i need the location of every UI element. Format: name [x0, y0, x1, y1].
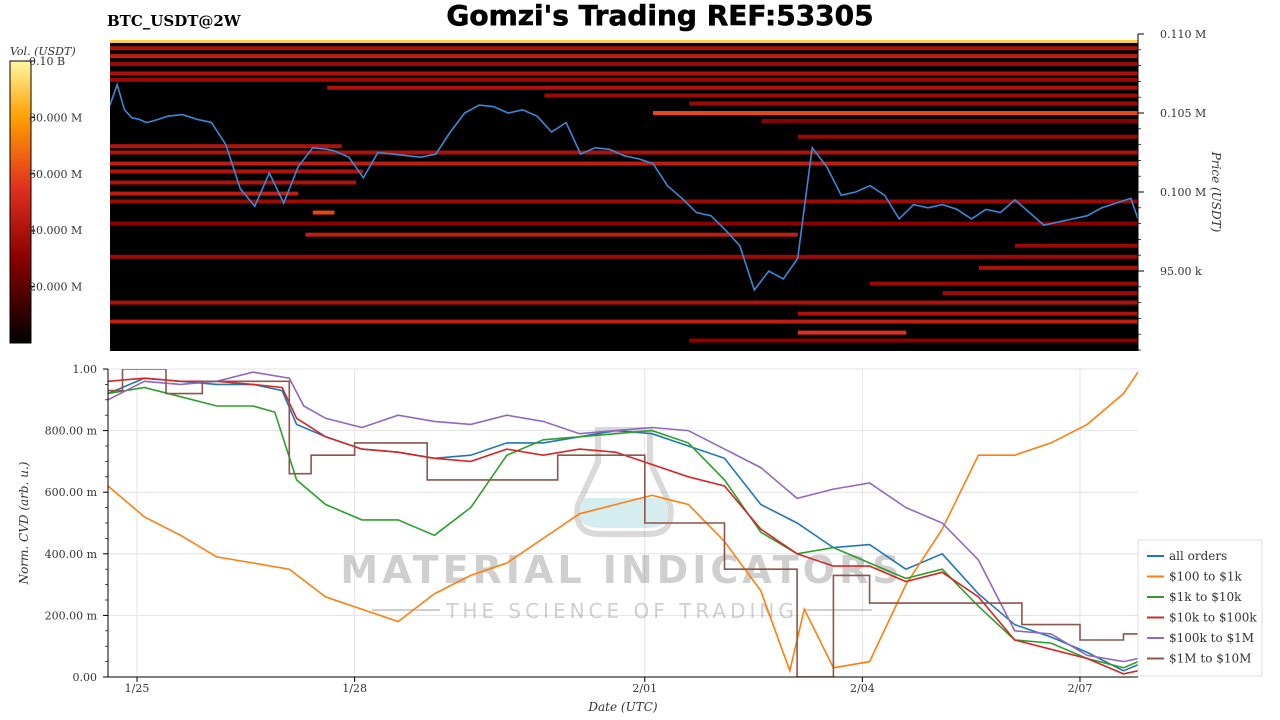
- heatmap-band: [327, 85, 1138, 90]
- heatmap-band: [110, 34, 1138, 38]
- price-tick-label: 0.105 M: [1160, 107, 1206, 120]
- cvd-panel: MATERIAL INDICATORS THE SCIENCE OF TRADI…: [17, 363, 1263, 714]
- heatmap-band: [870, 281, 1138, 286]
- heatmap-band: [942, 291, 1138, 296]
- cvd-x-tick-label: 2/04: [850, 682, 875, 695]
- cvd-series-line: [108, 371, 1138, 663]
- heatmap-band: [689, 101, 1138, 106]
- legend-label: $100k to $1M: [1169, 631, 1254, 645]
- legend-label: all orders: [1169, 549, 1227, 563]
- heatmap-panel: 0.110 M 0.105 M 0.100 M 95.00 k Price (USDT…: [110, 28, 1223, 351]
- heatmap-band: [312, 210, 335, 215]
- cvd-x-tick-label: 2/07: [1068, 682, 1093, 695]
- price-axis-label: Price (USDT): [1209, 151, 1223, 233]
- cvd-x-axis-label: Date (UTC): [587, 700, 657, 714]
- colorbar-ticks: 0.10 B 80.000 M 60.000 M 40.000 M 20.000 M: [29, 55, 82, 294]
- flask-liquid-icon: [579, 498, 669, 528]
- heatmap-band: [797, 330, 907, 335]
- heatmap-band: [797, 311, 1138, 316]
- symbol-label: BTC_USDT@2W: [107, 12, 242, 30]
- cvd-y-axis-label: Norm. CVD (arb. u.): [17, 461, 31, 585]
- cvd-series-line: [108, 377, 1138, 675]
- legend-label: $100 to $1k: [1169, 570, 1242, 584]
- heatmap-band: [110, 191, 299, 196]
- heatmap-band: [110, 77, 1138, 82]
- cvd-x-tick-label: 1/25: [125, 682, 150, 695]
- heatmap-band: [110, 54, 1138, 59]
- price-tick-label: 95.00 k: [1160, 265, 1202, 278]
- heatmap-band: [110, 150, 1138, 155]
- heatmap-band: [110, 180, 357, 185]
- heatmap-band: [305, 232, 798, 237]
- cvd-lines: [108, 369, 1138, 677]
- price-line: [110, 81, 1138, 292]
- heatmap-band: [544, 93, 1138, 98]
- heatmap-band: [1014, 243, 1138, 248]
- heatmap-band: [110, 71, 1138, 76]
- watermark-title: MATERIAL INDICATORS: [340, 548, 903, 592]
- legend: all orders $100 to $1k $1k to $10k $10k to …: [1137, 539, 1263, 677]
- cvd-series-line: [108, 371, 1138, 674]
- cvd-y-tick-label: 200.00 m: [45, 609, 98, 622]
- colorbar-tick-label: 40.000 M: [29, 224, 82, 237]
- flask-icon: [574, 427, 674, 537]
- cvd-y-tick-label: 600.00 m: [45, 486, 98, 499]
- heatmap-band: [110, 62, 1138, 67]
- price-tick-label: 0.100 M: [1160, 186, 1206, 199]
- heatmap-band: [110, 319, 1138, 324]
- legend-items: all orders $100 to $1k $1k to $10k $10k to …: [1147, 549, 1257, 666]
- heatmap-band: [689, 338, 1138, 343]
- heatmap-band: [110, 254, 1138, 259]
- heatmap-band: [110, 199, 1138, 204]
- colorbar-label: Vol. (USDT): [10, 45, 76, 58]
- heatmap-band: [110, 221, 1138, 226]
- watermark: MATERIAL INDICATORS THE SCIENCE OF TRADI…: [340, 427, 903, 623]
- heatmap-band: [978, 265, 1138, 270]
- legend-label: $1k to $10k: [1169, 590, 1242, 604]
- colorbar-tick-label: 20.000 M: [29, 281, 82, 294]
- heatmap-band: [652, 111, 1138, 115]
- cvd-y-tick-label: 400.00 m: [45, 548, 98, 561]
- heatmap-band: [761, 118, 1138, 123]
- legend-box: [1137, 539, 1263, 677]
- heatmap-band: [110, 300, 1138, 305]
- colorbar-tick-label: 0.10 B: [29, 55, 65, 68]
- watermark-subtitle: THE SCIENCE OF TRADING: [445, 599, 798, 623]
- colorbar-tick-label: 80.000 M: [29, 111, 82, 124]
- heatmap-band: [110, 169, 364, 174]
- price-tick-label: 0.110 M: [1160, 28, 1206, 41]
- cvd-series-line: [108, 386, 1138, 669]
- cvd-series-line: [108, 369, 1138, 677]
- chart-title: Gomzi's Trading REF:53305: [446, 0, 873, 32]
- cvd-y-tick-label: 1.00: [73, 363, 98, 376]
- cvd-grid: [108, 368, 1138, 678]
- cvd-y-tick-label: 800.00 m: [45, 425, 98, 438]
- heatmap-band: [110, 161, 1138, 166]
- legend-label: $10k to $100k: [1169, 611, 1257, 625]
- colorbar-tick-label: 60.000 M: [29, 168, 82, 181]
- heatmap-band: [110, 46, 1138, 51]
- heatmap-top-strip: [110, 40, 1138, 43]
- cvd-y-ticks: 0.00 200.00 m 400.00 m 600.00 m 800.00 m 1.00: [45, 363, 108, 684]
- cvd-plot-background: [108, 369, 1138, 677]
- cvd-x-tick-label: 2/01: [632, 682, 657, 695]
- heatmap-band: [797, 134, 1138, 139]
- colorbar: Vol. (USDT) 0.10 B 80.000 M 60.000 M 40.000…: [9, 45, 82, 344]
- cvd-y-tick-label: 0.00: [73, 671, 98, 684]
- colorbar-gradient: [9, 60, 32, 344]
- cvd-x-tick-label: 1/28: [342, 682, 367, 695]
- price-ticks: 0.110 M 0.105 M 0.100 M 95.00 k: [1138, 28, 1206, 351]
- cvd-x-ticks: 1/25 1/28 2/01 2/04 2/07: [125, 677, 1093, 695]
- legend-label: $1M to $10M: [1169, 652, 1251, 666]
